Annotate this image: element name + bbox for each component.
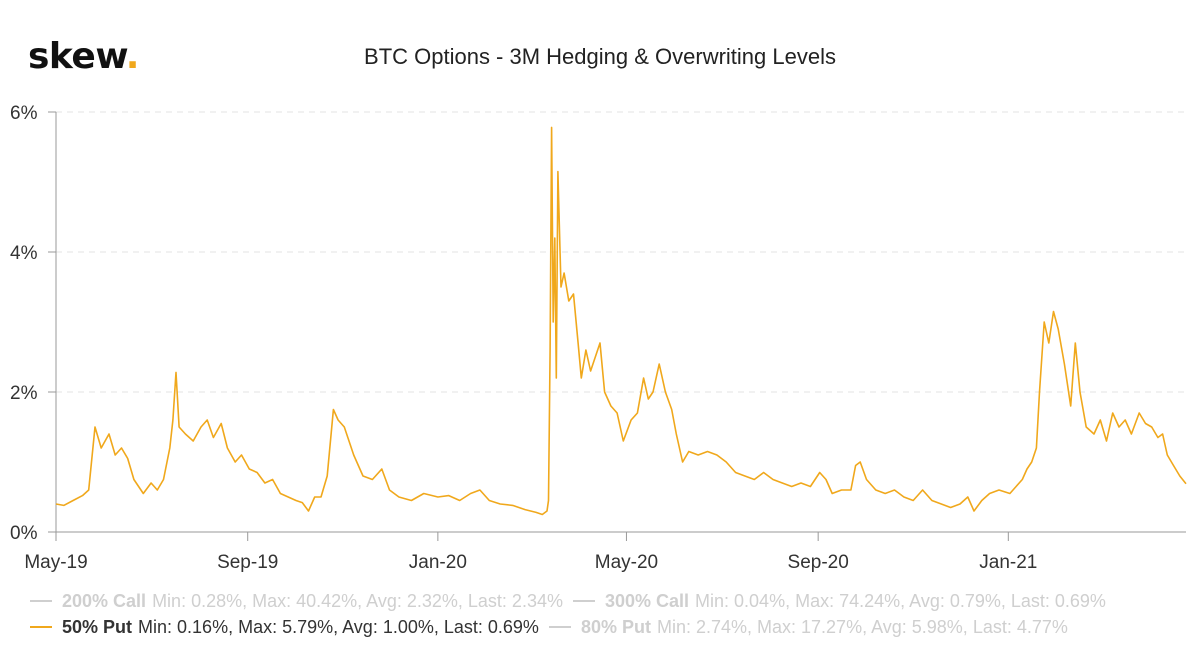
x-tick-label: May-20 [595,552,658,573]
line-chart: 0% 2% 4% 6% May-19 Sep-19 Jan-20 May-20 Sep-20 Ja… [10,103,1187,573]
chart-title: BTC Options - 3M Hedging & Overwriting L… [364,44,836,69]
legend-item-200-call[interactable]: 200% Call Min: 0.28%, Max: 40.42%, Avg: … [30,591,563,612]
legend-row-2: 50% Put Min: 0.16%, Max: 5.79%, Avg: 1.0… [30,614,1200,640]
legend-item-300-call[interactable]: 300% Call Min: 0.04%, Max: 74.24%, Avg: … [572,591,1106,612]
legend-item-80-put[interactable]: 80% Put Min: 2.74%, Max: 17.27%, Avg: 5.… [548,617,1068,638]
x-tick-label: May-19 [24,552,87,573]
legend-item-50-put[interactable]: 50% Put Min: 0.16%, Max: 5.79%, Avg: 1.0… [30,617,539,638]
y-tick-label: 4% [10,243,38,264]
x-tick-label: Sep-20 [788,552,849,573]
legend-swatch [30,600,52,602]
skew-logo: skew. [28,36,139,77]
legend-swatch [548,626,571,628]
x-tick-label: Jan-20 [409,552,467,573]
y-tick-label: 2% [10,383,38,404]
legend-row-1: 200% Call Min: 0.28%, Max: 40.42%, Avg: … [30,588,1200,614]
series-line-50-put [55,126,1187,516]
legend-swatch [572,600,595,602]
x-tick-label: Jan-21 [979,552,1037,573]
legend: 200% Call Min: 0.28%, Max: 40.42%, Avg: … [30,588,1200,640]
y-tick-label: 0% [10,523,38,544]
legend-swatch [30,626,52,628]
x-tick-label: Sep-19 [217,552,278,573]
y-tick-label: 6% [10,103,38,124]
